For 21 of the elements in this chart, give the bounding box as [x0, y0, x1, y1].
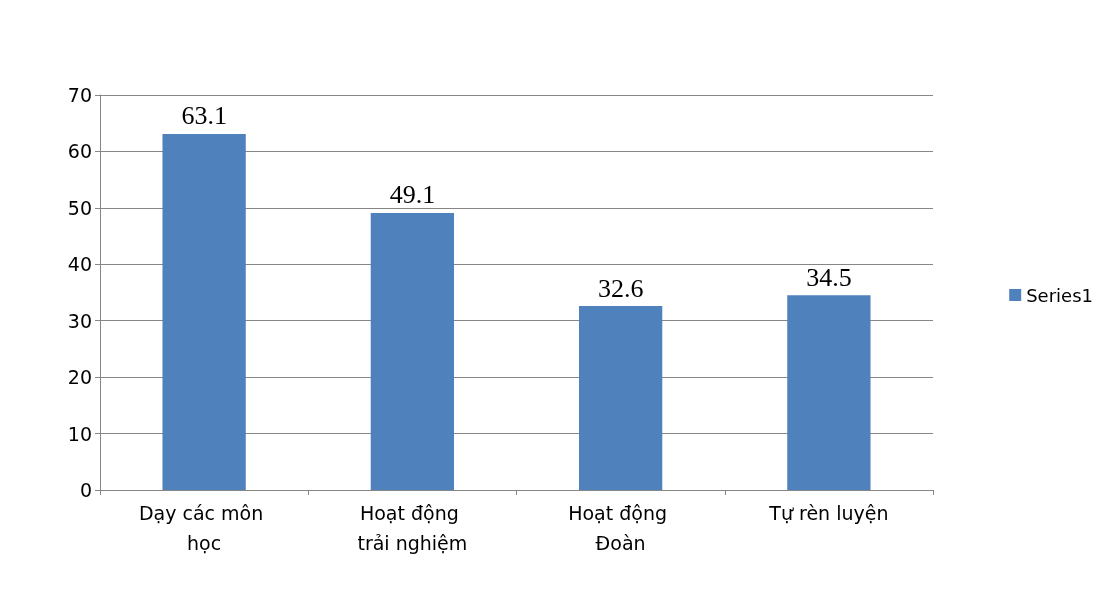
y-tick-label: 0: [79, 479, 92, 501]
data-label: 32.6: [597, 273, 644, 303]
y-tick-label: 60: [67, 140, 92, 163]
y-tick-label: 40: [67, 253, 92, 276]
data-label: 34.5: [806, 262, 852, 292]
legend-label: Series1: [1026, 284, 1094, 306]
data-label: 63.1: [181, 101, 227, 131]
x-tick-label: Hoạt động trải nghiệm: [357, 502, 468, 554]
y-tick-label: 20: [67, 366, 92, 389]
y-tick-label: 50: [67, 196, 92, 219]
y-tick-label: 30: [67, 309, 92, 332]
bar: [162, 133, 246, 490]
bar: [370, 212, 455, 490]
x-tick-label: Tự rèn luyện: [768, 502, 889, 524]
x-tick-label: Dạy các môn học: [138, 502, 270, 554]
x-tick-label: Hoạt động Đoàn: [568, 502, 674, 554]
y-tick-label: 70: [67, 84, 92, 106]
y-tick-label: 10: [67, 422, 92, 445]
data-label: 49.1: [389, 180, 436, 210]
bar: [578, 306, 663, 490]
bar: [787, 295, 871, 490]
